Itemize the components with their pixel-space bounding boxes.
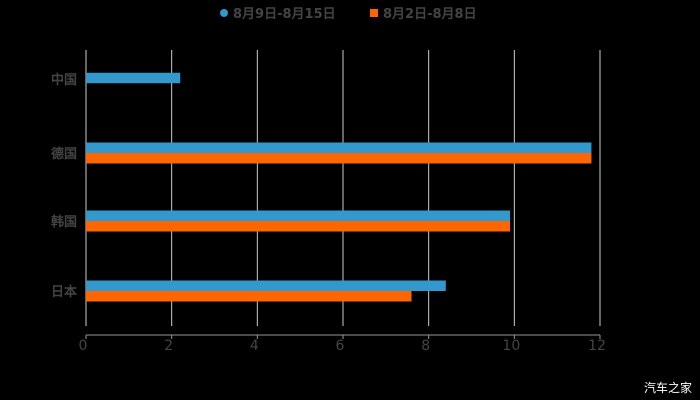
category-label: 中国 — [51, 72, 77, 88]
bar-week-aug9-15[interactable] — [86, 142, 592, 154]
category-label: 日本 — [51, 284, 77, 300]
bar-week-aug9-15[interactable] — [86, 72, 181, 84]
x-tick-label: 10 — [502, 338, 520, 354]
bar-week-aug9-15[interactable] — [86, 280, 446, 292]
x-tick-label: 4 — [250, 338, 259, 354]
bar-week-aug9-15[interactable] — [86, 210, 511, 222]
watermark: 汽车之家 — [643, 381, 692, 395]
x-axis: 0 2 4 6 8 10 12 — [79, 334, 606, 354]
legend-square-icon — [370, 9, 378, 17]
x-tick-label: 8 — [421, 338, 430, 354]
bar-week-aug2-8[interactable] — [86, 153, 592, 164]
legend-circle-icon — [220, 9, 228, 17]
bar-week-aug2-8[interactable] — [86, 291, 412, 302]
category-label: 韩国 — [51, 214, 77, 230]
bars — [86, 72, 592, 302]
legend-item[interactable]: 8月2日-8月8日 — [370, 7, 477, 22]
category-label: 德国 — [51, 146, 77, 162]
bar-week-aug2-8[interactable] — [86, 221, 511, 232]
x-tick-label: 6 — [336, 338, 345, 354]
x-tick-label: 12 — [588, 338, 606, 354]
legend-item[interactable]: 8月9日-8月15日 — [220, 7, 336, 22]
x-tick-label: 2 — [164, 338, 173, 354]
legend-label: 8月9日-8月15日 — [233, 7, 336, 22]
gridlines — [85, 50, 601, 326]
x-tick-label: 0 — [79, 338, 88, 354]
legend-label: 8月2日-8月8日 — [383, 7, 477, 22]
legend[interactable]: 8月9日-8月15日 8月2日-8月8日 — [220, 7, 477, 22]
